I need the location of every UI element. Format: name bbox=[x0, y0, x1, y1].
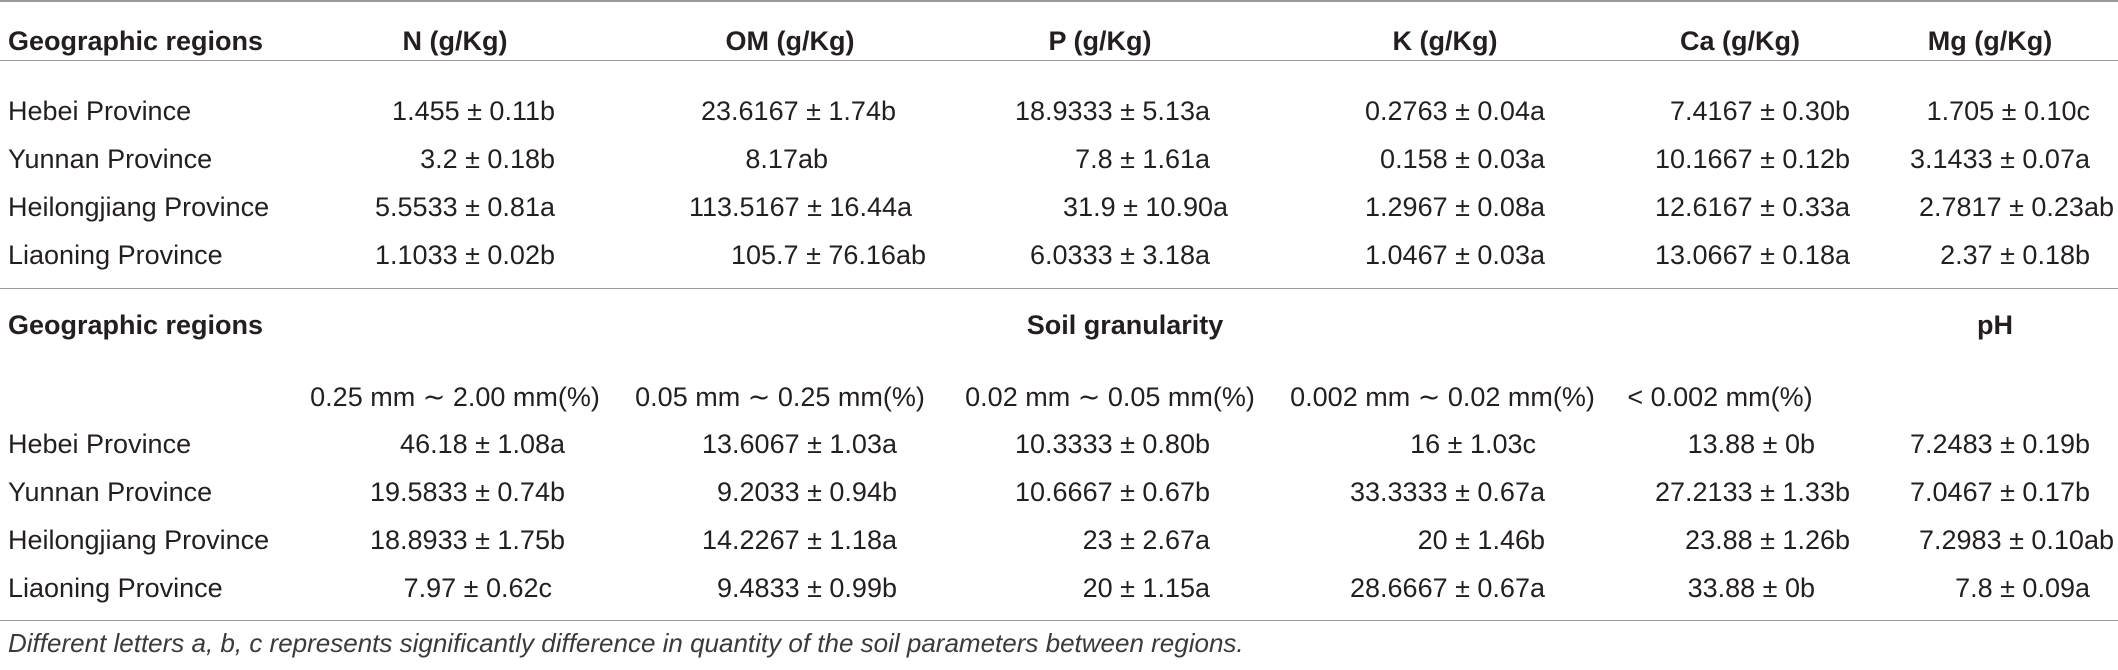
gran-0002-002-value: 20 ± 1.46b bbox=[1417, 525, 1545, 555]
region-name: Heilongjiang Province bbox=[8, 192, 270, 222]
n-value: 1.455 ± 0.11b bbox=[392, 96, 555, 126]
header-mg: Mg (g/Kg) bbox=[1927, 26, 2053, 56]
gran-lt-0002-value: 13.88 ± 0b bbox=[1687, 429, 1815, 459]
header-geographic-regions-2: Geographic regions bbox=[8, 310, 264, 340]
gran-002-005-value: 20 ± 1.15a bbox=[1082, 573, 1210, 603]
subheader-0-002-0-02: 0.002 mm ∼ 0.02 mm(%) bbox=[1290, 382, 1595, 412]
region-name: Yunnan Province bbox=[8, 144, 213, 174]
gran-lt-0002-value: 33.88 ± 0b bbox=[1687, 573, 1815, 603]
k-value: 1.0467 ± 0.03a bbox=[1365, 240, 1545, 270]
header-ph: pH bbox=[1977, 310, 2013, 340]
region-name: Liaoning Province bbox=[8, 573, 223, 603]
mg-value: 2.7817 ± 0.23ab bbox=[1919, 192, 2114, 222]
gran-025-200-value: 46.18 ± 1.08a bbox=[400, 429, 565, 459]
gran-002-005-value: 10.3333 ± 0.80b bbox=[1015, 429, 1210, 459]
gran-025-200-value: 18.8933 ± 1.75b bbox=[370, 525, 565, 555]
n-value: 5.5533 ± 0.81a bbox=[375, 192, 555, 222]
mg-value: 2.37 ± 0.18b bbox=[1940, 240, 2090, 270]
top-rule bbox=[0, 0, 2118, 2]
om-value: 8.17ab bbox=[745, 144, 828, 174]
region-name: Heilongjiang Province bbox=[8, 525, 270, 555]
subheader-lt-0-002: < 0.002 mm(%) bbox=[1627, 382, 1813, 412]
gran-lt-0002-value: 27.2133 ± 1.33b bbox=[1655, 477, 1850, 507]
ph-value: 7.8 ± 0.09a bbox=[1955, 573, 2090, 603]
ph-value: 7.2983 ± 0.10ab bbox=[1919, 525, 2114, 555]
om-value: 23.6167 ± 1.74b bbox=[701, 96, 896, 126]
bottom-rule bbox=[0, 620, 2118, 621]
k-value: 0.2763 ± 0.04a bbox=[1365, 96, 1545, 126]
mg-value: 1.705 ± 0.10c bbox=[1926, 96, 2090, 126]
k-value: 1.2967 ± 0.08a bbox=[1365, 192, 1545, 222]
header-ca: Ca (g/Kg) bbox=[1680, 26, 1800, 56]
subheader-0-02-0-05: 0.02 mm ∼ 0.05 mm(%) bbox=[965, 382, 1255, 412]
gran-025-200-value: 19.5833 ± 0.74b bbox=[370, 477, 565, 507]
p-value: 31.9 ± 10.90a bbox=[1063, 192, 1228, 222]
gran-005-025-value: 13.6067 ± 1.03a bbox=[702, 429, 897, 459]
k-value: 0.158 ± 0.03a bbox=[1380, 144, 1545, 174]
header-p: P (g/Kg) bbox=[1048, 26, 1152, 56]
gran-0002-002-value: 28.6667 ± 0.67a bbox=[1350, 573, 1545, 603]
table-footnote: Different letters a, b, c represents sig… bbox=[8, 628, 1244, 658]
region-name: Yunnan Province bbox=[8, 477, 213, 507]
n-value: 3.2 ± 0.18b bbox=[420, 144, 555, 174]
header-om: OM (g/Kg) bbox=[725, 26, 855, 56]
p-value: 7.8 ± 1.61a bbox=[1075, 144, 1210, 174]
gran-005-025-value: 14.2267 ± 1.18a bbox=[702, 525, 897, 555]
gran-lt-0002-value: 23.88 ± 1.26b bbox=[1685, 525, 1850, 555]
mg-value: 3.1433 ± 0.07a bbox=[1910, 144, 2090, 174]
mid-rule bbox=[0, 288, 2118, 289]
n-value: 1.1033 ± 0.02b bbox=[375, 240, 555, 270]
om-value: 105.7 ± 76.16ab bbox=[731, 240, 926, 270]
region-name: Hebei Province bbox=[8, 429, 192, 459]
ph-value: 7.2483 ± 0.19b bbox=[1910, 429, 2090, 459]
ca-value: 12.6167 ± 0.33a bbox=[1655, 192, 1850, 222]
ca-value: 7.4167 ± 0.30b bbox=[1670, 96, 1850, 126]
gran-002-005-value: 10.6667 ± 0.67b bbox=[1015, 477, 1210, 507]
subheader-0-05-0-25: 0.05 mm ∼ 0.25 mm(%) bbox=[635, 382, 925, 412]
table-row: Liaoning Province 7.97 ± 0.62c 9.4833 ± … bbox=[0, 566, 2118, 610]
subheader-0-25-2-00: 0.25 mm ∼ 2.00 mm(%) bbox=[310, 382, 600, 412]
gran-005-025-value: 9.4833 ± 0.99b bbox=[717, 573, 897, 603]
table-row: Liaoning Province 1.1033 ± 0.02b 105.7 ±… bbox=[0, 233, 2118, 277]
table1-header-row: Geographic regions N (g/Kg) OM (g/Kg) P … bbox=[0, 19, 2118, 63]
om-value: 113.5167 ± 16.44a bbox=[688, 192, 912, 222]
table-row: Heilongjiang Province 5.5533 ± 0.81a 113… bbox=[0, 185, 2118, 229]
table-row: Hebei Province 46.18 ± 1.08a 13.6067 ± 1… bbox=[0, 422, 2118, 466]
gran-0002-002-value: 33.3333 ± 0.67a bbox=[1350, 477, 1545, 507]
ph-value: 7.0467 ± 0.17b bbox=[1910, 477, 2090, 507]
gran-002-005-value: 23 ± 2.67a bbox=[1082, 525, 1210, 555]
p-value: 6.0333 ± 3.18a bbox=[1030, 240, 1210, 270]
header-soil-granularity: Soil granularity bbox=[1026, 310, 1224, 340]
p-value: 18.9333 ± 5.13a bbox=[1015, 96, 1210, 126]
header-k: K (g/Kg) bbox=[1392, 26, 1498, 56]
region-name: Hebei Province bbox=[8, 96, 192, 126]
ca-value: 13.0667 ± 0.18a bbox=[1655, 240, 1850, 270]
table-row: Yunnan Province 19.5833 ± 0.74b 9.2033 ±… bbox=[0, 470, 2118, 514]
gran-025-200-value: 7.97 ± 0.62c bbox=[403, 573, 552, 603]
table-row: Hebei Province 1.455 ± 0.11b 23.6167 ± 1… bbox=[0, 89, 2118, 133]
region-name: Liaoning Province bbox=[8, 240, 223, 270]
header-geographic-regions: Geographic regions bbox=[8, 26, 264, 56]
ca-value: 10.1667 ± 0.12b bbox=[1655, 144, 1850, 174]
table2-header-row: Geographic regions Soil granularity pH bbox=[0, 303, 2118, 347]
table2-subheader-row: 0.25 mm ∼ 2.00 mm(%) 0.05 mm ∼ 0.25 mm(%… bbox=[0, 375, 2118, 419]
table-row: Yunnan Province 3.2 ± 0.18b 8.17ab 7.8 ±… bbox=[0, 137, 2118, 181]
table-row: Heilongjiang Province 18.8933 ± 1.75b 14… bbox=[0, 518, 2118, 562]
gran-0002-002-value: 16 ± 1.03c bbox=[1410, 429, 1536, 459]
gran-005-025-value: 9.2033 ± 0.94b bbox=[717, 477, 897, 507]
header-rule-1 bbox=[0, 60, 2118, 61]
header-n: N (g/Kg) bbox=[402, 26, 508, 56]
